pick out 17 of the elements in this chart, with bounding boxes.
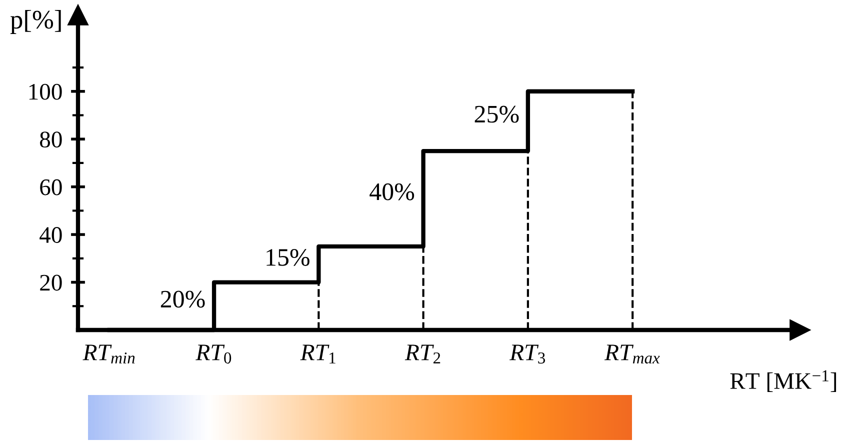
x-tick-label: RT$_{max}$	[604, 344, 660, 364]
x-tick-label: RT$_{2}$	[404, 344, 440, 364]
x-tick-label: RT$_{min}$	[82, 344, 135, 364]
y-tick-label: 20	[40, 274, 62, 291]
y-tick-label: 100	[29, 84, 62, 100]
annotation: 40%	[370, 183, 414, 200]
y-tick-label: 80	[40, 132, 62, 148]
y-tick-label: 60	[40, 179, 62, 196]
x-tick-label: RT$_{1}$	[300, 344, 336, 364]
annotation: 20%	[160, 290, 205, 308]
y-axis-title: p[%]	[10, 10, 61, 34]
x-axis-title: RT [MK$^{−1}$]	[730, 370, 836, 392]
x-tick-label: RT$_{3}$	[510, 344, 546, 364]
x-tick-label: RT$_{0}$	[196, 344, 232, 364]
annotation: 25%	[474, 106, 519, 123]
annotation: 15%	[266, 248, 310, 266]
y-tick-label: 40	[40, 227, 62, 243]
